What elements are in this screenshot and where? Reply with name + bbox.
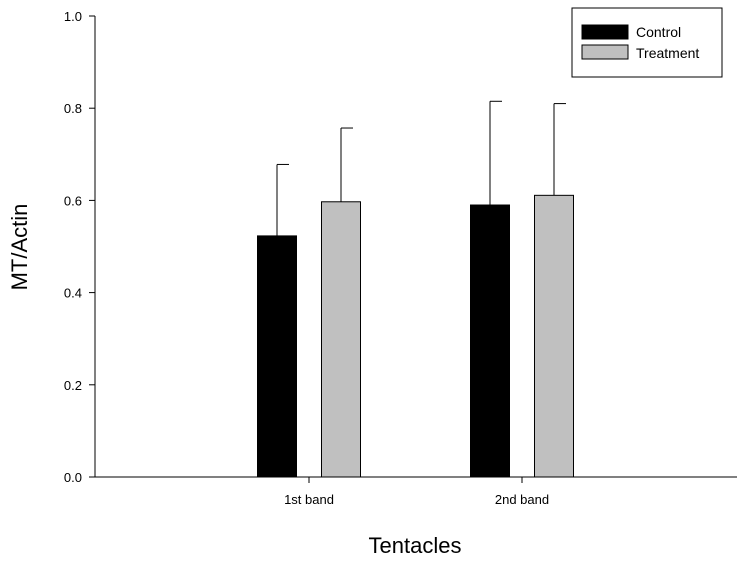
- x-axis-ticks: 1st band 2nd band: [284, 477, 549, 507]
- y-axis-title: MT/Actin: [7, 204, 32, 291]
- x-tick-label: 1st band: [284, 492, 334, 507]
- legend-swatch-control: [581, 24, 629, 40]
- bar-treatment-2: [534, 194, 574, 478]
- y-tick-label: 0.6: [64, 193, 82, 208]
- bar-control-2: [470, 204, 510, 478]
- legend-box: [571, 7, 723, 78]
- legend-label-control: Control: [636, 24, 681, 40]
- y-axis-ticks: 0.0 0.2 0.4 0.6 0.8 1.0: [64, 9, 95, 485]
- legend-label-treatment: Treatment: [636, 45, 699, 61]
- y-tick-label: 1.0: [64, 9, 82, 24]
- bar-control-1: [257, 235, 297, 478]
- y-tick-label: 0.8: [64, 101, 82, 116]
- x-axis-title: Tentacles: [369, 533, 462, 558]
- y-tick-label: 0.0: [64, 470, 82, 485]
- bar-treatment-1: [321, 201, 361, 478]
- bars: [257, 100, 574, 478]
- legend: Control Treatment: [571, 7, 723, 78]
- y-tick-label: 0.2: [64, 378, 82, 393]
- legend-swatch-treatment: [581, 44, 629, 60]
- x-tick-label: 2nd band: [495, 492, 549, 507]
- axes: [94, 16, 737, 478]
- y-tick-label: 0.4: [64, 286, 82, 301]
